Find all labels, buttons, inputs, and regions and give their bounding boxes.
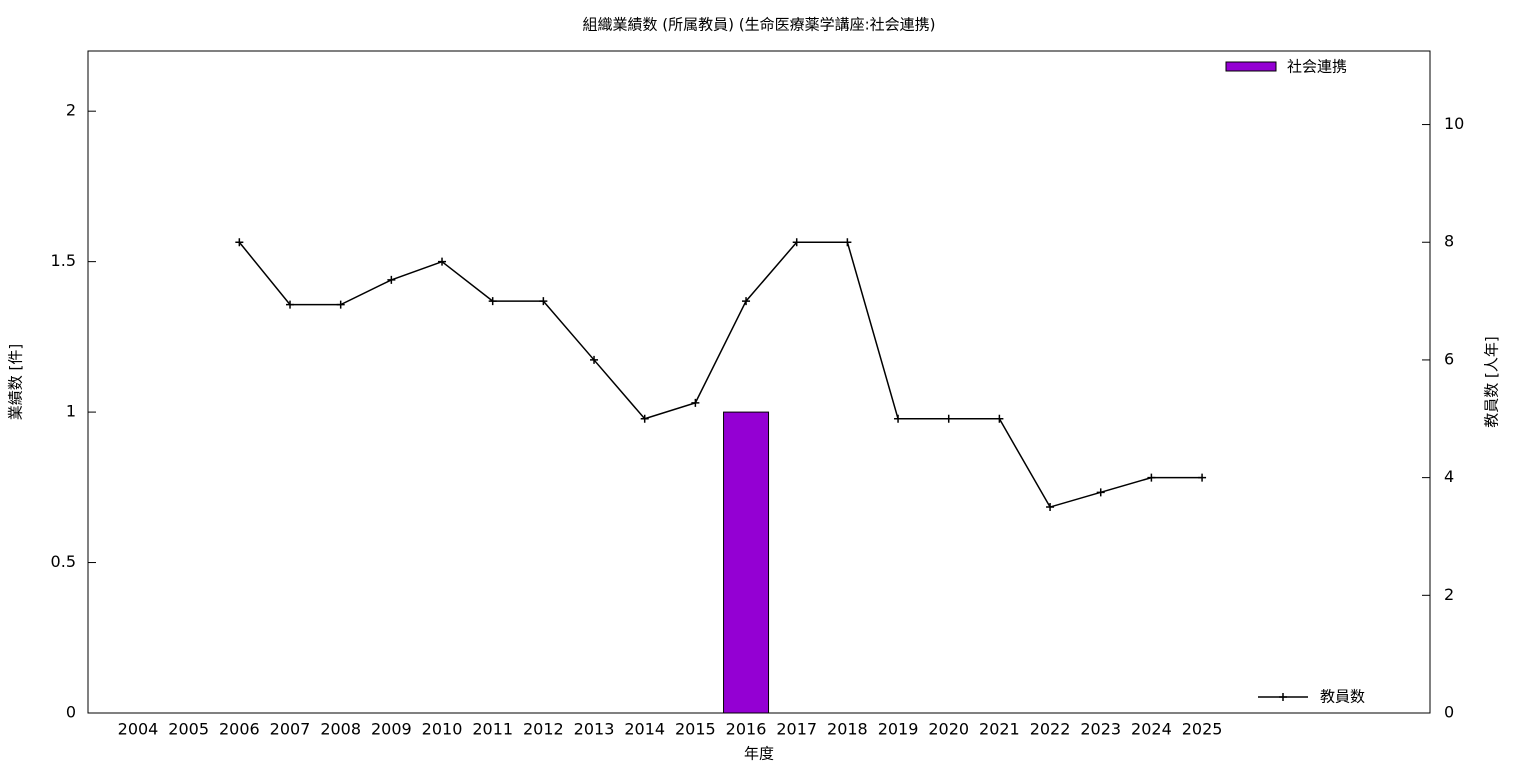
- x-tick-label: 2013: [574, 720, 615, 739]
- y-tick-label: 1: [66, 402, 76, 421]
- point: [1198, 473, 1207, 482]
- point: [792, 238, 801, 247]
- point: [742, 297, 751, 306]
- y-tick-label: 0: [66, 703, 76, 722]
- legend-swatch: [1225, 61, 1277, 72]
- point: [1046, 503, 1055, 512]
- point: [1147, 473, 1156, 482]
- y2-axis-label: 教員数 [人年]: [1483, 336, 1501, 427]
- line: [238, 241, 1203, 508]
- y-axis-label: 業績数 [件]: [7, 344, 25, 420]
- x-tick-label: 2017: [776, 720, 817, 739]
- x-tick-label: 2007: [270, 720, 311, 739]
- legend-point: [1279, 693, 1287, 701]
- point: [691, 398, 700, 407]
- point: [539, 297, 548, 306]
- x-tick-label: 2004: [118, 720, 159, 739]
- x-tick-label: 2019: [878, 720, 919, 739]
- point: [995, 414, 1004, 423]
- x-tick-label: 2015: [675, 720, 716, 739]
- x-tick-label: 2008: [320, 720, 361, 739]
- x-tick-label: 2024: [1131, 720, 1172, 739]
- point: [843, 238, 852, 247]
- point: [286, 300, 295, 309]
- legend-label: 教員数: [1320, 688, 1365, 706]
- bar: [723, 411, 770, 714]
- x-tick-label: 2021: [979, 720, 1020, 739]
- y2-tick-label: 4: [1444, 467, 1454, 486]
- point: [438, 257, 447, 266]
- point: [590, 355, 599, 364]
- legend-label: 社会連携: [1287, 58, 1347, 76]
- point: [640, 414, 649, 423]
- y2-tick-label: 8: [1444, 232, 1454, 251]
- y2-tick-label: 6: [1444, 349, 1454, 368]
- x-tick-label: 2025: [1182, 720, 1223, 739]
- x-tick-label: 2011: [472, 720, 513, 739]
- point: [1096, 488, 1105, 497]
- x-tick-label: 2023: [1080, 720, 1121, 739]
- x-tick-label: 2010: [422, 720, 463, 739]
- point: [235, 238, 244, 247]
- point: [336, 300, 345, 309]
- x-tick-label: 2018: [827, 720, 868, 739]
- y-tick-label: 2: [66, 101, 76, 120]
- x-tick-label: 2016: [726, 720, 767, 739]
- y2-tick-label: 10: [1444, 114, 1464, 133]
- chart-title: 組織業績数 (所属教員) (生命医療薬学講座:社会連携): [582, 16, 935, 34]
- x-tick-label: 2009: [371, 720, 412, 739]
- point: [488, 297, 497, 306]
- point: [894, 414, 903, 423]
- x-tick-label: 2020: [928, 720, 969, 739]
- y-tick-label: 1.5: [51, 251, 76, 270]
- y-tick-label: 0.5: [51, 552, 76, 571]
- y2-tick-label: 2: [1444, 585, 1454, 604]
- x-tick-label: 2022: [1030, 720, 1071, 739]
- y2-tick-label: 0: [1444, 703, 1454, 722]
- x-tick-label: 2005: [168, 720, 209, 739]
- x-tick-label: 2006: [219, 720, 260, 739]
- x-tick-label: 2014: [624, 720, 665, 739]
- point: [387, 275, 396, 284]
- point: [944, 414, 953, 423]
- x-axis-label: 年度: [744, 745, 774, 763]
- x-tick-label: 2012: [523, 720, 564, 739]
